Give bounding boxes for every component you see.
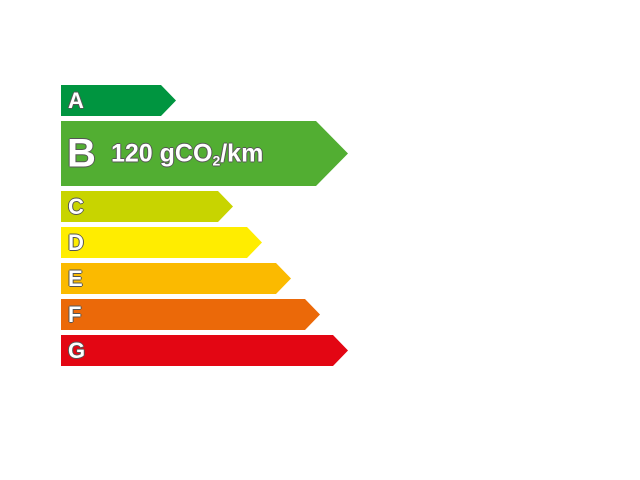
class-bar-e: E: [61, 263, 291, 294]
class-letter: D: [68, 229, 84, 255]
class-bar-c: C: [61, 191, 233, 222]
emission-value: 120 gCO2/km: [111, 139, 263, 168]
class-bar-f: F: [61, 299, 320, 330]
class-bar-g: G: [61, 335, 348, 366]
class-bar-b: B 120 gCO2/km: [61, 121, 348, 186]
class-letter: C: [68, 193, 84, 219]
class-letter: B: [67, 131, 96, 175]
emission-subscript: 2: [212, 152, 221, 168]
emission-number: 120 gCO: [111, 139, 213, 167]
class-bar-d: D: [61, 227, 262, 258]
emission-unit: /km: [220, 139, 264, 167]
class-letter: A: [68, 87, 84, 113]
class-bar-a: A: [61, 85, 176, 116]
class-letter: F: [68, 301, 82, 327]
class-letter: G: [68, 337, 86, 363]
class-letter: E: [68, 265, 83, 291]
